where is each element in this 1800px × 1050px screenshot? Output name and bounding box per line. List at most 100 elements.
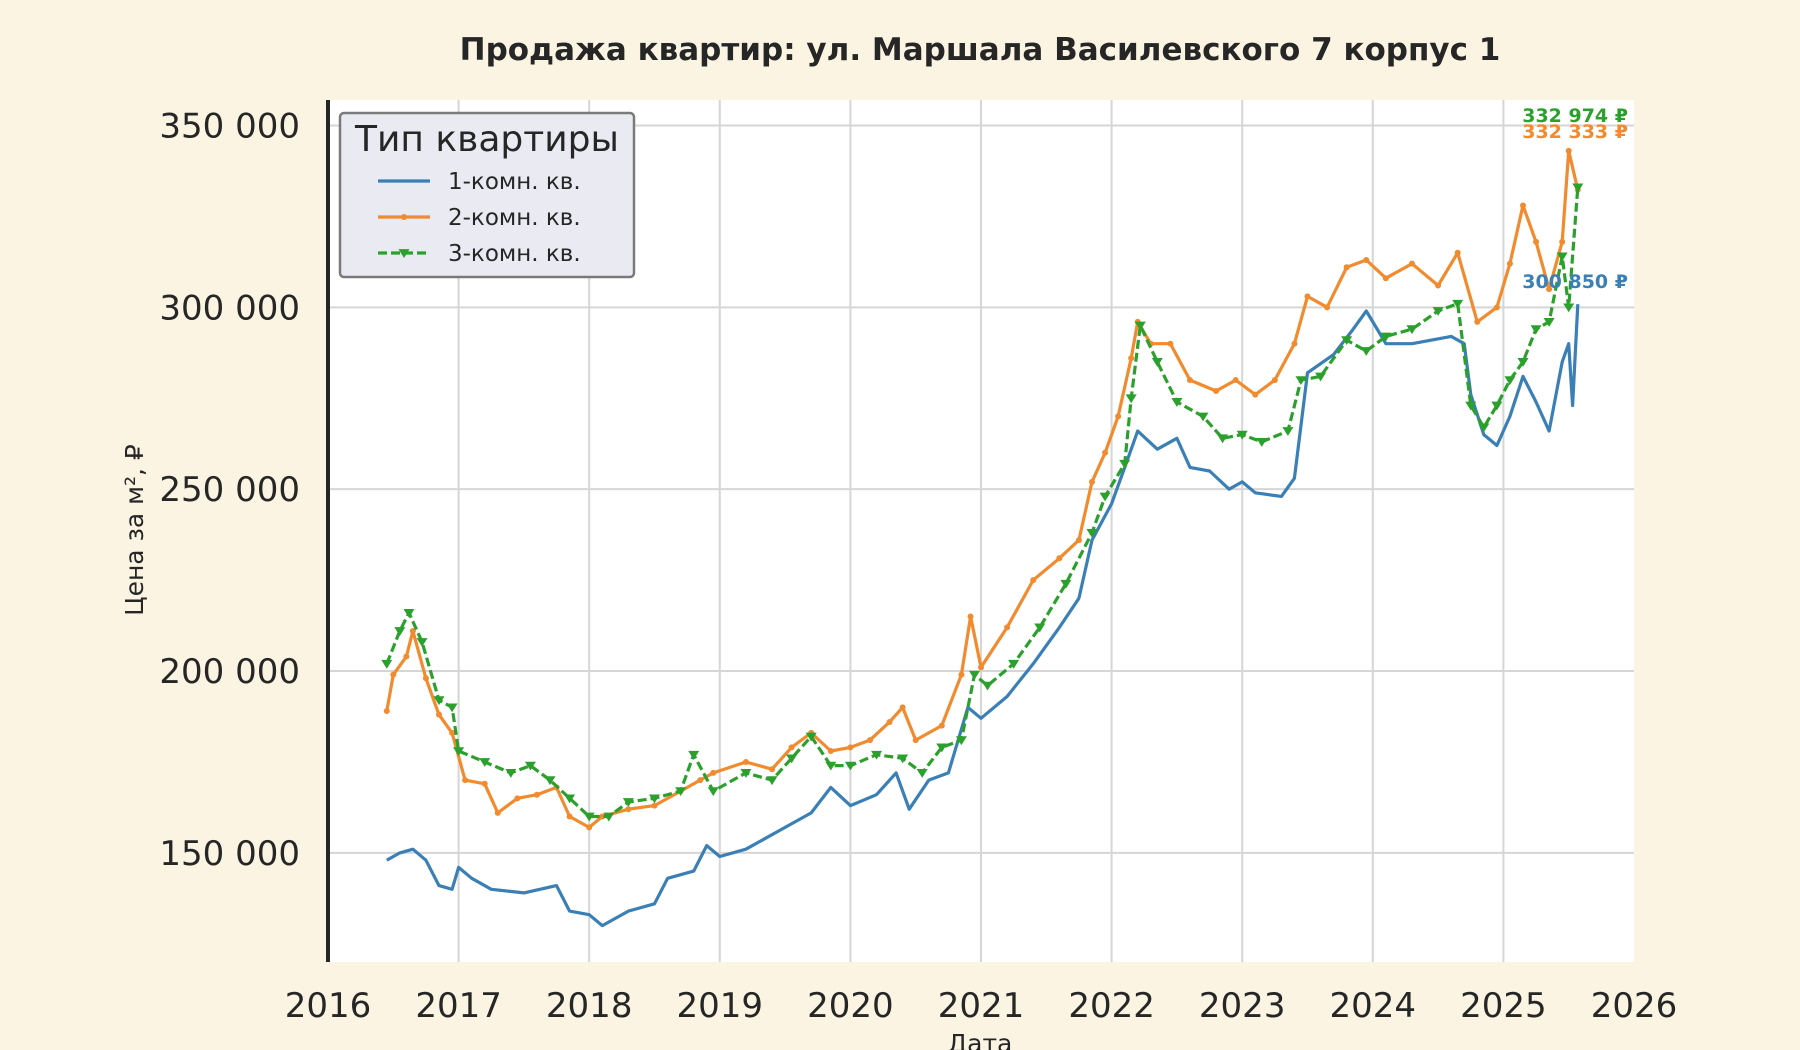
data-point xyxy=(886,718,893,725)
data-point xyxy=(1559,238,1566,245)
data-point xyxy=(1256,438,1268,447)
data-point xyxy=(786,754,798,764)
data-point xyxy=(603,812,615,822)
data-point xyxy=(936,743,948,753)
data-point xyxy=(1115,413,1122,420)
data-point xyxy=(564,794,576,804)
series-line xyxy=(386,304,1580,928)
data-point xyxy=(844,761,856,771)
data-point xyxy=(938,722,945,729)
data-point xyxy=(897,754,909,764)
legend: Тип квартиры 1-комн. кв. 2-комн. кв. 3-ком… xyxy=(338,111,636,279)
data-point xyxy=(1435,282,1442,289)
data-point xyxy=(1493,304,1500,311)
data-point xyxy=(1572,183,1584,193)
data-point xyxy=(416,638,428,647)
data-point xyxy=(710,769,717,776)
x-tick-label: 2017 xyxy=(415,986,502,1026)
data-point xyxy=(390,671,397,678)
x-tick-label: 2025 xyxy=(1460,986,1547,1026)
data-point xyxy=(524,761,536,771)
data-point xyxy=(1232,377,1239,384)
legend-entry: 3-комн. кв. xyxy=(378,241,581,267)
data-point xyxy=(1119,459,1131,469)
data-point xyxy=(968,670,980,680)
x-axis-ticks: 2016 2017 2018 2019 2020 2021 2022 2023 2024 2025… xyxy=(285,986,1678,1026)
data-point xyxy=(825,761,837,771)
y-tick-label: 350 000 xyxy=(159,106,300,146)
data-point xyxy=(479,758,491,767)
data-point xyxy=(1008,659,1020,669)
data-point xyxy=(1056,555,1063,562)
end-value-label: 332 974 ₽ xyxy=(1522,105,1628,127)
data-point xyxy=(827,748,834,755)
data-point xyxy=(769,766,776,773)
series-2 xyxy=(383,147,1581,831)
data-point xyxy=(436,711,443,718)
data-point xyxy=(805,732,817,742)
data-point xyxy=(1271,377,1278,384)
data-point xyxy=(1519,202,1526,209)
data-point xyxy=(1134,321,1146,331)
data-point xyxy=(1465,401,1477,411)
data-point xyxy=(1382,275,1389,282)
data-point xyxy=(1213,387,1220,394)
data-point xyxy=(394,627,406,636)
data-point xyxy=(1197,412,1209,422)
data-point xyxy=(866,737,873,744)
data-point xyxy=(1086,528,1098,538)
data-point xyxy=(1506,260,1513,267)
data-point xyxy=(1304,293,1311,300)
data-point xyxy=(446,703,458,713)
data-point xyxy=(697,777,704,784)
legend-label: 3-комн. кв. xyxy=(448,241,581,267)
x-axis-label: Дата xyxy=(948,1029,1013,1050)
data-point xyxy=(1565,147,1572,154)
y-tick-label: 150 000 xyxy=(159,834,300,874)
grid xyxy=(328,100,1634,962)
data-point xyxy=(453,747,465,756)
legend-entry: 1-комн. кв. xyxy=(378,169,581,195)
end-labels: 300 850 ₽ 332 333 ₽332 974 ₽ xyxy=(1522,105,1628,293)
data-point xyxy=(1454,249,1461,256)
data-point xyxy=(1543,318,1555,327)
data-point xyxy=(1408,260,1415,267)
data-point xyxy=(505,769,517,778)
chart-title: Продажа квартир: ул. Маршала Василевског… xyxy=(460,32,1501,68)
data-point xyxy=(1128,355,1135,362)
data-point xyxy=(1236,430,1248,440)
data-point xyxy=(1295,376,1307,386)
data-point xyxy=(566,813,573,820)
data-point xyxy=(916,769,928,778)
x-tick-label: 2018 xyxy=(546,986,633,1026)
data-point xyxy=(462,777,469,784)
data-point xyxy=(1125,394,1137,404)
x-tick-label: 2020 xyxy=(807,986,894,1026)
data-point xyxy=(1533,238,1540,245)
data-point xyxy=(1452,299,1464,309)
data-point xyxy=(1151,358,1163,367)
x-tick-label: 2024 xyxy=(1330,986,1417,1026)
legend-entry: 2-комн. кв. xyxy=(378,205,581,231)
legend-label: 2-комн. кв. xyxy=(448,205,581,231)
x-tick-label: 2019 xyxy=(677,986,764,1026)
data-point xyxy=(1315,372,1327,382)
data-point xyxy=(422,675,429,682)
data-point xyxy=(1491,401,1503,411)
data-point xyxy=(1167,340,1174,347)
data-point xyxy=(586,824,593,831)
data-point xyxy=(1030,577,1037,584)
data-point xyxy=(622,798,634,807)
data-point xyxy=(1341,336,1353,346)
data-point xyxy=(1530,325,1542,335)
x-tick-label: 2022 xyxy=(1068,986,1155,1026)
data-point xyxy=(433,696,445,706)
data-point xyxy=(1556,252,1568,262)
data-point xyxy=(788,744,795,751)
x-tick-label: 2026 xyxy=(1591,986,1678,1026)
legend-box xyxy=(338,111,636,279)
data-point xyxy=(847,744,854,751)
legend-title: Тип квартиры xyxy=(354,119,619,160)
data-point xyxy=(625,806,632,813)
